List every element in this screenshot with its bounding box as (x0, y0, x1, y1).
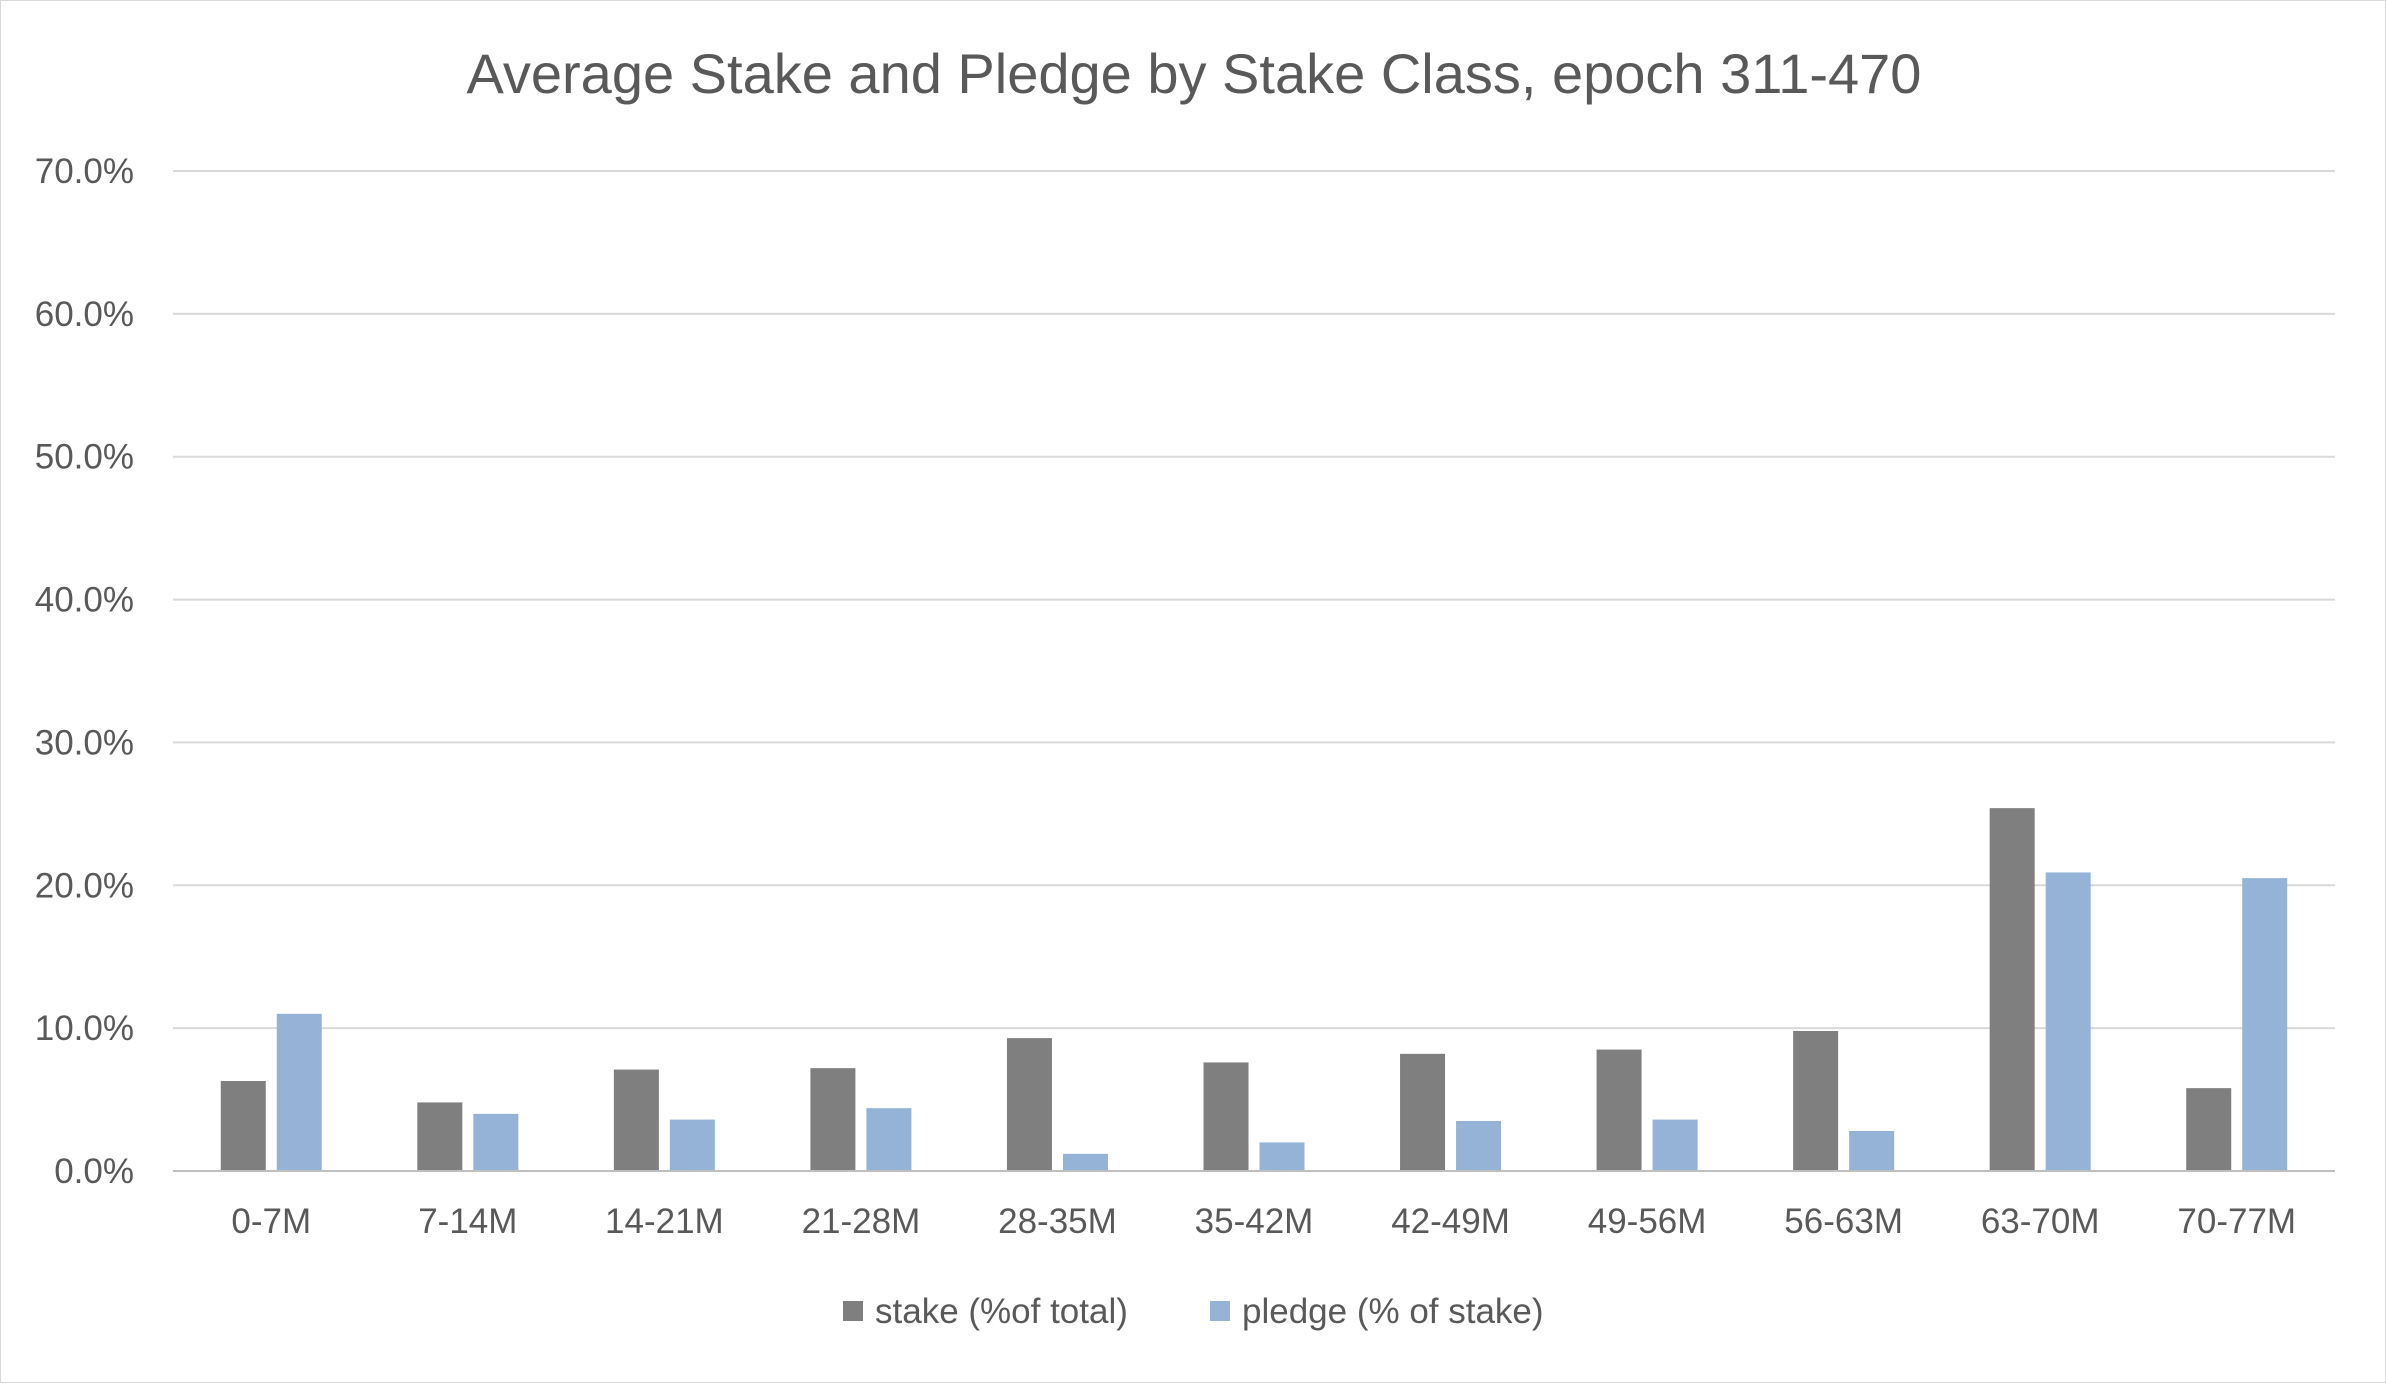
bar-stake-49-56M (1596, 1049, 1642, 1171)
bar-pledge-35-42M (1259, 1142, 1305, 1171)
x-tick-label: 42-49M (1391, 1202, 1510, 1241)
legend-label-stake: stake (%of total) (875, 1292, 1128, 1331)
x-tick-label: 70-77M (2177, 1202, 2296, 1241)
bar-stake-42-49M (1400, 1053, 1446, 1171)
x-tick-label: 0-7M (231, 1202, 311, 1241)
x-tick-label: 35-42M (1195, 1202, 1314, 1241)
y-tick-label: 20.0% (35, 866, 134, 905)
x-tick-label: 56-63M (1784, 1202, 1903, 1241)
bar-pledge-14-21M (669, 1119, 715, 1171)
bar-pledge-28-35M (1062, 1153, 1108, 1171)
y-tick-label: 60.0% (35, 295, 134, 334)
bar-pledge-0-7M (276, 1013, 322, 1171)
y-tick-label: 70.0% (35, 152, 134, 191)
bar-pledge-42-49M (1456, 1121, 1502, 1171)
x-tick-label: 7-14M (418, 1202, 517, 1241)
y-tick-label: 40.0% (35, 581, 134, 620)
gridlines (173, 170, 2335, 1172)
bar-stake-63-70M (1989, 808, 2035, 1171)
x-axis-ticks: 0-7M 7-14M 14-21M 21-28M 28-35M 35-42M 42-49M 4… (231, 1202, 2296, 1241)
bar-pledge-21-28M (866, 1108, 912, 1171)
legend-swatch-stake (843, 1301, 863, 1321)
x-tick-label: 28-35M (998, 1202, 1117, 1241)
bar-stake-0-7M (220, 1081, 266, 1171)
x-tick-label: 21-28M (802, 1202, 921, 1241)
y-tick-label: 30.0% (35, 723, 134, 762)
y-tick-label: 50.0% (35, 438, 134, 477)
bar-stake-70-77M (2186, 1088, 2232, 1171)
legend-swatch-pledge (1210, 1301, 1230, 1321)
bar-stake-35-42M (1203, 1062, 1249, 1171)
bar-pledge-63-70M (2045, 872, 2091, 1171)
legend-label-pledge: pledge (% of stake) (1242, 1292, 1544, 1331)
chart-title: Average Stake and Pledge by Stake Class,… (467, 42, 1922, 105)
x-tick-label: 49-56M (1588, 1202, 1707, 1241)
bar-pledge-56-63M (1849, 1131, 1895, 1171)
x-tick-label: 63-70M (1981, 1202, 2100, 1241)
bar-stake-56-63M (1793, 1031, 1839, 1171)
bar-pledge-49-56M (1652, 1119, 1698, 1171)
y-tick-label: 0.0% (54, 1152, 134, 1191)
bar-stake-21-28M (810, 1068, 856, 1171)
bar-pledge-70-77M (2242, 878, 2288, 1171)
y-axis-ticks: 0.0% 10.0% 20.0% 30.0% 40.0% 50.0% 60.0% 70.0% (35, 152, 134, 1191)
bar-pledge-7-14M (473, 1113, 519, 1171)
y-tick-label: 10.0% (35, 1009, 134, 1048)
legend: stake (%of total) pledge (% of stake) (843, 1292, 1544, 1331)
bar-stake-28-35M (1006, 1038, 1052, 1171)
bars (173, 808, 2335, 1172)
x-tick-label: 14-21M (605, 1202, 724, 1241)
bar-stake-7-14M (417, 1102, 463, 1171)
bar-stake-14-21M (613, 1069, 659, 1171)
